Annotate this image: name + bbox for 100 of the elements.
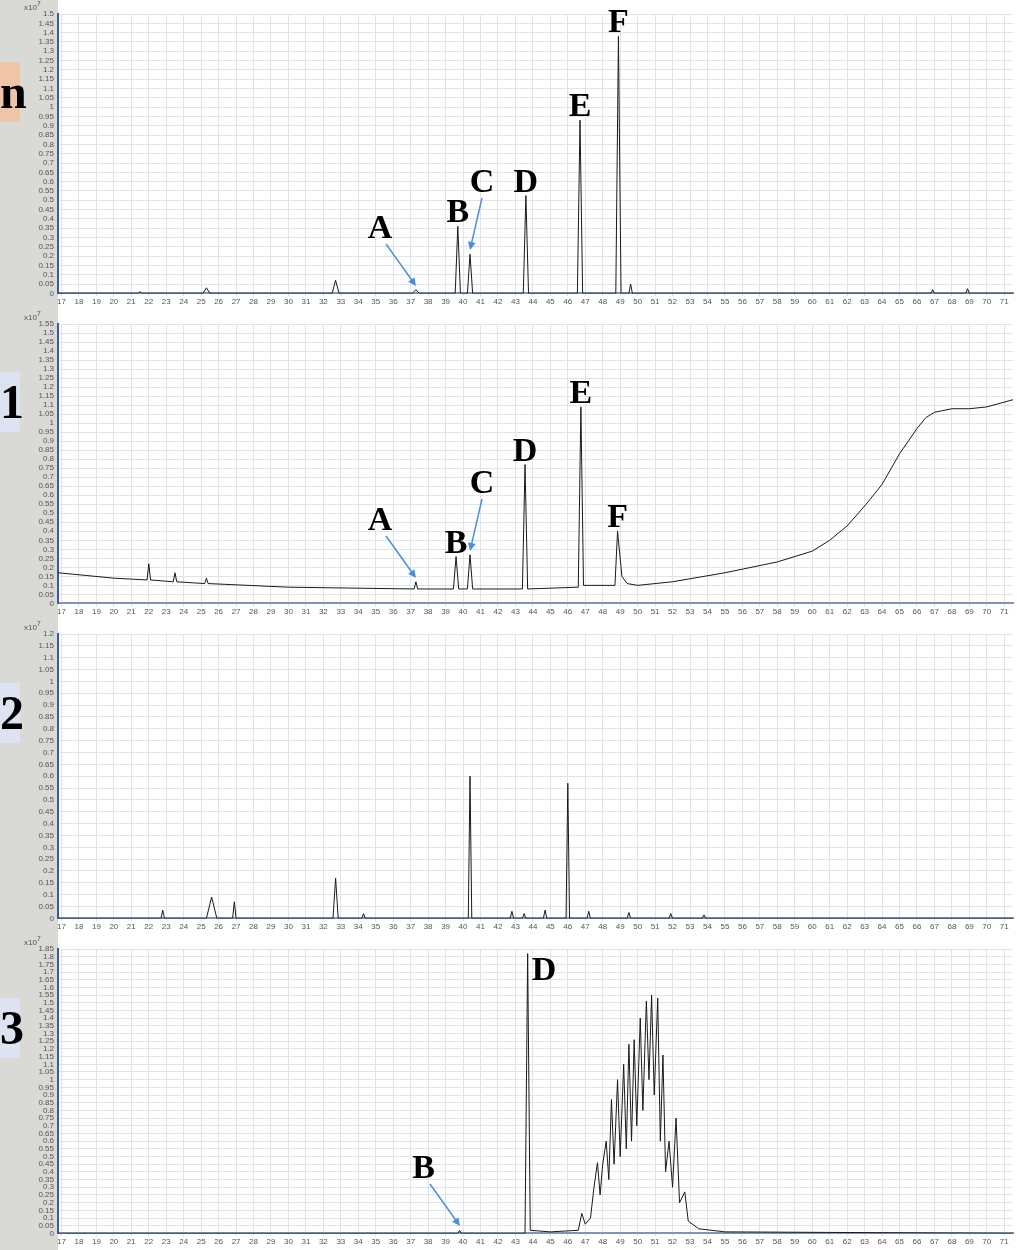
y-tick-label: 0.35: [38, 223, 55, 233]
x-tick-label: 71: [999, 1237, 1010, 1247]
x-tick-label: 28: [249, 607, 259, 617]
y-tick-label: 0.8: [42, 1105, 55, 1115]
y-tick-label: 1.1: [42, 400, 55, 410]
x-tick-label: 35: [371, 1237, 381, 1247]
annotation: A: [367, 499, 393, 537]
y-tick-label: 0.1: [42, 1213, 55, 1223]
x-tick-label: 30: [284, 607, 294, 617]
x-tick-label: 70: [982, 1237, 992, 1247]
x-tick-label: 67: [929, 297, 940, 307]
x-tick-label: 43: [510, 607, 521, 617]
x-tick-label: 55: [720, 297, 730, 307]
x-tick-label: 45: [545, 607, 556, 617]
y-tick-label: 1.35: [38, 1021, 55, 1031]
x-tick-label: 35: [371, 922, 381, 932]
x-tick-label: 64: [877, 1237, 888, 1247]
x-tick-label: 50: [633, 922, 643, 932]
x-tick-label: 40: [458, 607, 469, 617]
y-tick-label: 1.25: [38, 1036, 55, 1046]
x-tick-label: 29: [266, 607, 276, 617]
y-tick-label: 0.85: [38, 1097, 55, 1107]
x-tick-label: 69: [964, 922, 975, 932]
x-tick-label: 40: [458, 297, 469, 307]
y-tick-label: 1.85: [38, 944, 55, 954]
x-tick-label: 47: [580, 922, 591, 932]
x-tick-label: 39: [441, 607, 451, 617]
x-tick-label: 35: [371, 297, 381, 307]
x-tick-label: 42: [493, 1237, 503, 1247]
x-tick-label: 23: [161, 922, 172, 932]
y-tick-label: 1.3: [42, 46, 55, 56]
x-tick-label: 17: [57, 922, 67, 932]
y-tick-label: 1.1: [42, 652, 55, 662]
x-tick-label: 39: [441, 1237, 451, 1247]
x-tick-label: 26: [214, 297, 224, 307]
x-tick-label: 56: [737, 1237, 748, 1247]
y-tick-label: 0.85: [38, 712, 55, 722]
x-tick-label: 35: [371, 607, 381, 617]
y-tick-label: 0.45: [38, 1159, 55, 1169]
y-tick-label: 0.15: [38, 260, 55, 270]
x-tick-label: 67: [929, 607, 940, 617]
x-tick-label: 53: [685, 607, 696, 617]
x-tick-label: 42: [493, 607, 503, 617]
x-tick-label: 22: [144, 922, 154, 932]
y-tick-label: 0.75: [38, 148, 55, 158]
x-tick-label: 63: [860, 607, 870, 617]
x-tick-label: 40: [458, 922, 469, 932]
annotation: B: [444, 522, 468, 560]
x-tick-label: 71: [999, 297, 1010, 307]
x-tick-label: 52: [668, 297, 678, 307]
x-tick-label: 25: [196, 297, 207, 307]
x-tick-label: 30: [284, 297, 294, 307]
x-tick-label: 38: [423, 1237, 434, 1247]
x-tick-label: 19: [91, 607, 102, 617]
x-tick-label: 31: [301, 607, 311, 617]
x-tick-label: 65: [895, 297, 905, 307]
y-tick-label: 1.3: [42, 1028, 55, 1038]
x-tick-label: 63: [860, 922, 870, 932]
x-tick-label: 61: [825, 607, 835, 617]
x-tick-label: 55: [720, 607, 730, 617]
x-tick-label: 66: [912, 607, 922, 617]
x-tick-label: 48: [598, 297, 608, 307]
y-tick-label: 0.45: [38, 806, 55, 816]
y-tick-label: 0.75: [38, 463, 55, 473]
y-tick-label: 1.2: [42, 629, 55, 639]
x-tick-label: 34: [353, 297, 364, 307]
x-tick-label: 24: [179, 607, 189, 617]
y-tick-label: 1.15: [38, 641, 55, 651]
x-tick-label: 45: [545, 1237, 556, 1247]
x-tick-label: 20: [109, 297, 119, 307]
x-tick-label: 46: [563, 607, 573, 617]
y-tick-label: 1.05: [38, 409, 55, 419]
x-tick-label: 62: [842, 1237, 853, 1247]
x-tick-label: 64: [877, 297, 888, 307]
annotation: B: [412, 1148, 435, 1186]
x-tick-label: 25: [196, 922, 207, 932]
x-tick-label: 36: [388, 607, 399, 617]
x-tick-label: 70: [982, 922, 992, 932]
y-tick-label: 0.7: [42, 158, 55, 168]
x-tick-label: 56: [737, 922, 748, 932]
x-tick-label: 43: [510, 297, 521, 307]
x-tick-label: 43: [510, 1237, 521, 1247]
y-tick-label: 0.1: [42, 269, 55, 279]
y-tick-label: 1.4: [42, 27, 55, 37]
y-tick-label: 0.65: [38, 167, 55, 177]
y-tick-label: 0.35: [38, 1174, 55, 1184]
y-axis-title: x10$^{7}$: [24, 0, 41, 12]
x-tick-label: 51: [650, 1237, 661, 1247]
x-tick-label: 46: [563, 1237, 573, 1247]
y-tick-label: 1.1: [42, 1059, 55, 1069]
y-tick-label: 1.45: [38, 1005, 55, 1015]
x-tick-label: 53: [685, 922, 696, 932]
y-tick-label: 0.3: [42, 842, 55, 852]
y-tick-label: 1.8: [42, 951, 55, 961]
y-tick-label: 1.45: [38, 18, 55, 28]
x-tick-label: 55: [720, 1237, 730, 1247]
y-tick-label: 0.15: [38, 878, 55, 888]
y-tick-label: 0.55: [38, 1144, 55, 1154]
x-tick-label: 57: [755, 607, 765, 617]
y-tick-label: 0: [49, 598, 55, 608]
